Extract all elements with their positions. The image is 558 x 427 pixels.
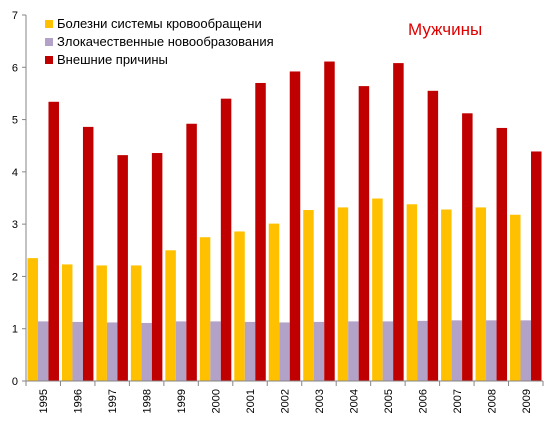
x-tick-label: 2002 (280, 389, 292, 413)
bar-3-2002 (289, 71, 301, 381)
bar-1-2003 (303, 210, 314, 381)
y-tick-label: 4 (12, 167, 18, 179)
x-tick-label: 2009 (521, 389, 533, 413)
bar-2-1995 (37, 321, 49, 381)
x-tick-label: 2006 (417, 389, 429, 413)
legend-swatch (45, 20, 53, 28)
bar-2-1996 (72, 321, 83, 381)
bar-2-2009 (520, 320, 532, 381)
bar-1-2006 (406, 204, 418, 381)
x-tick-label: 1997 (107, 389, 119, 413)
legend-label: Внешние причины (57, 52, 168, 67)
bar-3-2000 (220, 98, 232, 381)
bar-3-1998 (151, 153, 163, 381)
bar-3-2007 (462, 113, 473, 382)
bar-2-2001 (244, 321, 256, 381)
bar-3-2005 (393, 63, 404, 381)
x-tick-label: 2005 (383, 389, 395, 413)
x-tick-label: 2004 (348, 389, 360, 413)
bar-1-2000 (199, 237, 211, 381)
bar-1-2008 (475, 207, 487, 381)
legend-label: Злокачественные новообразования (57, 34, 274, 49)
bar-3-2006 (427, 90, 439, 381)
legend: Болезни системы кровообращени Злокачестве… (45, 16, 274, 67)
x-tick-label: 1995 (38, 389, 50, 413)
bar-1-2007 (441, 209, 452, 381)
bar-2-2002 (279, 322, 290, 381)
x-tick-label: 2003 (314, 389, 326, 413)
bar-1-1996 (61, 264, 73, 381)
y-tick-label: 2 (12, 271, 18, 283)
bar-2-1999 (175, 321, 187, 381)
x-tick-label: 1999 (176, 389, 188, 413)
y-tick-label: 3 (12, 219, 18, 231)
bar-2-2005 (382, 321, 394, 381)
bar-1-2002 (268, 223, 280, 381)
legend-swatch (45, 56, 53, 64)
bar-3-2008 (496, 127, 508, 381)
bar-1-2001 (234, 231, 245, 381)
bar-3-2004 (358, 86, 370, 382)
y-axis: 0 1 2 3 4 5 6 7 (12, 10, 27, 388)
x-tick-label: 1998 (142, 389, 154, 413)
x-tick-label: 1996 (73, 389, 85, 413)
bar-3-1997 (117, 155, 128, 381)
bar-3-2009 (531, 151, 542, 381)
bar-2-2006 (417, 320, 428, 381)
bar-3-1996 (82, 126, 94, 381)
bar-3-1995 (48, 101, 59, 381)
bar-2-2008 (486, 320, 497, 381)
bar-1-2005 (372, 198, 383, 381)
x-axis: 1995 1996 1997 1998 1999 2000 2001 2002 2003 2004… (25, 380, 544, 413)
y-tick-label: 0 (12, 376, 18, 388)
y-tick-label: 7 (12, 10, 18, 22)
bar-1-1995 (27, 258, 38, 381)
x-tick-label: 2001 (245, 389, 257, 413)
bar-1-1999 (165, 250, 176, 381)
bar-2-2000 (210, 321, 221, 381)
chart-title: Мужчины (408, 20, 482, 39)
y-tick-label: 1 (12, 324, 18, 336)
y-tick-label: 6 (12, 62, 18, 74)
bar-3-2001 (255, 82, 266, 381)
bars (27, 61, 542, 382)
bar-1-1998 (130, 265, 142, 381)
bar-2-2004 (348, 321, 359, 381)
bar-2-1997 (106, 322, 118, 381)
bar-3-2003 (324, 61, 335, 381)
bar-2-1998 (141, 322, 152, 381)
bar-1-2009 (510, 214, 521, 381)
x-tick-label: 2000 (211, 389, 223, 413)
bar-1-2004 (337, 207, 349, 381)
bar-1-1997 (96, 265, 107, 381)
x-tick-label: 2007 (452, 389, 464, 413)
y-tick-label: 5 (12, 115, 18, 127)
bar-2-2003 (313, 321, 325, 381)
x-tick-label: 2008 (486, 389, 498, 413)
bar-3-1999 (186, 123, 197, 381)
legend-label: Болезни системы кровообращени (57, 16, 262, 31)
bar-2-2007 (451, 320, 463, 381)
legend-swatch (45, 38, 53, 46)
